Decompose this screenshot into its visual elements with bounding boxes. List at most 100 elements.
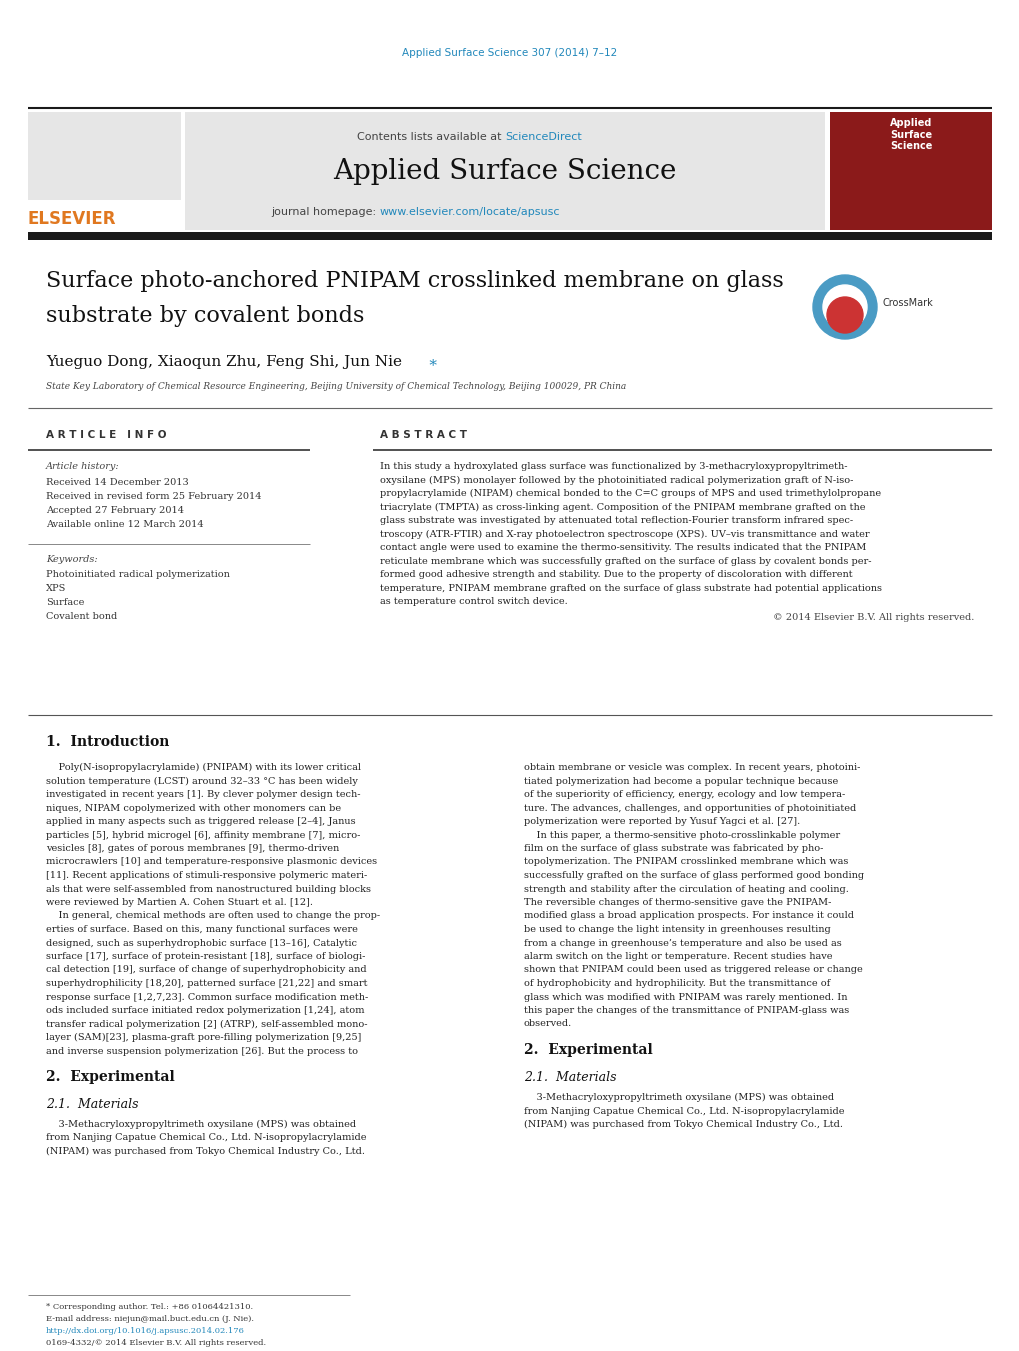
Text: 3-Methacryloxypropyltrimeth oxysilane (MPS) was obtained: 3-Methacryloxypropyltrimeth oxysilane (M… [46, 1120, 356, 1129]
Text: State Key Laboratory of Chemical Resource Engineering, Beijing University of Che: State Key Laboratory of Chemical Resourc… [46, 382, 626, 390]
Text: Article history:: Article history: [46, 462, 119, 471]
Text: troscopy (ATR-FTIR) and X-ray photoelectron spectroscope (XPS). UV–vis transmitt: troscopy (ATR-FTIR) and X-ray photoelect… [380, 530, 869, 539]
Text: www.elsevier.com/locate/apsusc: www.elsevier.com/locate/apsusc [380, 207, 560, 218]
Circle shape [812, 276, 876, 339]
Text: CrossMark: CrossMark [882, 299, 932, 308]
Text: 2.  Experimental: 2. Experimental [46, 1070, 174, 1084]
Text: investigated in recent years [1]. By clever polymer design tech-: investigated in recent years [1]. By cle… [46, 790, 360, 798]
Text: Surface: Surface [46, 598, 85, 607]
Text: microcrawlers [10] and temperature-responsive plasmonic devices: microcrawlers [10] and temperature-respo… [46, 858, 377, 866]
Text: contact angle were used to examine the thermo-sensitivity. The results indicated: contact angle were used to examine the t… [380, 543, 865, 553]
Text: reticulate membrane which was successfully grafted on the surface of glass by co: reticulate membrane which was successful… [380, 557, 870, 566]
Text: erties of surface. Based on this, many functional surfaces were: erties of surface. Based on this, many f… [46, 925, 358, 934]
Text: Keywords:: Keywords: [46, 555, 98, 563]
Text: A B S T R A C T: A B S T R A C T [380, 430, 467, 440]
Text: Applied Surface Science: Applied Surface Science [333, 158, 676, 185]
Text: from Nanjing Capatue Chemical Co., Ltd. N-isopropylacrylamide: from Nanjing Capatue Chemical Co., Ltd. … [524, 1106, 844, 1116]
Text: cal detection [19], surface of change of superhydrophobicity and: cal detection [19], surface of change of… [46, 966, 366, 974]
Text: as temperature control switch device.: as temperature control switch device. [380, 597, 568, 607]
Text: designed, such as superhydrophobic surface [13–16], Catalytic: designed, such as superhydrophobic surfa… [46, 939, 357, 947]
Text: Applied
Surface
Science: Applied Surface Science [889, 118, 931, 151]
Text: ods included surface initiated redox polymerization [1,24], atom: ods included surface initiated redox pol… [46, 1006, 364, 1015]
Text: [11]. Recent applications of stimuli-responsive polymeric materi-: [11]. Recent applications of stimuli-res… [46, 871, 367, 880]
Text: from Nanjing Capatue Chemical Co., Ltd. N-isopropylacrylamide: from Nanjing Capatue Chemical Co., Ltd. … [46, 1133, 366, 1143]
Text: surface [17], surface of protein-resistant [18], surface of biologi-: surface [17], surface of protein-resista… [46, 952, 365, 961]
Text: Surface photo-anchored PNIPAM crosslinked membrane on glass: Surface photo-anchored PNIPAM crosslinke… [46, 270, 783, 292]
Text: substrate by covalent bonds: substrate by covalent bonds [46, 305, 364, 327]
Text: In this paper, a thermo-sensitive photo-crosslinkable polymer: In this paper, a thermo-sensitive photo-… [524, 831, 840, 839]
Text: journal homepage:: journal homepage: [271, 207, 380, 218]
Text: ∗: ∗ [427, 355, 437, 369]
Text: Yueguo Dong, Xiaoqun Zhu, Feng Shi, Jun Nie: Yueguo Dong, Xiaoqun Zhu, Feng Shi, Jun … [46, 355, 401, 369]
Text: Contents lists available at: Contents lists available at [357, 132, 504, 142]
Text: of hydrophobicity and hydrophilicity. But the transmittance of: of hydrophobicity and hydrophilicity. Bu… [524, 979, 829, 988]
Text: of the superiority of efficiency, energy, ecology and low tempera-: of the superiority of efficiency, energy… [524, 790, 845, 798]
Bar [28, 112, 180, 200]
Text: formed good adhesive strength and stability. Due to the property of discoloratio: formed good adhesive strength and stabil… [380, 570, 852, 580]
Text: strength and stability after the circulation of heating and cooling.: strength and stability after the circula… [524, 885, 848, 893]
Text: Poly(N-isopropylacrylamide) (PNIPAM) with its lower critical: Poly(N-isopropylacrylamide) (PNIPAM) wit… [46, 763, 361, 773]
Text: and inverse suspension polymerization [26]. But the process to: and inverse suspension polymerization [2… [46, 1047, 358, 1055]
Text: 2.  Experimental: 2. Experimental [524, 1043, 652, 1056]
Text: Covalent bond: Covalent bond [46, 612, 117, 621]
Text: als that were self-assembled from nanostructured building blocks: als that were self-assembled from nanost… [46, 885, 371, 893]
Text: oxysilane (MPS) monolayer followed by the photoinitiated radical polymerization : oxysilane (MPS) monolayer followed by th… [380, 476, 853, 485]
Text: A R T I C L E   I N F O: A R T I C L E I N F O [46, 430, 166, 440]
Text: In this study a hydroxylated glass surface was functionalized by 3-methacryloxyp: In this study a hydroxylated glass surfa… [380, 462, 847, 471]
Text: this paper the changes of the transmittance of PNIPAM-glass was: this paper the changes of the transmitta… [524, 1006, 849, 1015]
Bar [829, 112, 991, 230]
Text: ScienceDirect: ScienceDirect [504, 132, 581, 142]
Text: applied in many aspects such as triggered release [2–4], Janus: applied in many aspects such as triggere… [46, 817, 356, 825]
Text: 1.  Introduction: 1. Introduction [46, 735, 169, 748]
Text: particles [5], hybrid microgel [6], affinity membrane [7], micro-: particles [5], hybrid microgel [6], affi… [46, 831, 360, 839]
Text: temperature, PNIPAM membrane grafted on the surface of glass substrate had poten: temperature, PNIPAM membrane grafted on … [380, 584, 881, 593]
Text: (NIPAM) was purchased from Tokyo Chemical Industry Co., Ltd.: (NIPAM) was purchased from Tokyo Chemica… [46, 1147, 365, 1156]
Text: The reversible changes of thermo-sensitive gave the PNIPAM-: The reversible changes of thermo-sensiti… [524, 898, 830, 907]
Text: from a change in greenhouse’s temperature and also be used as: from a change in greenhouse’s temperatur… [524, 939, 841, 947]
Text: Received in revised form 25 February 2014: Received in revised form 25 February 201… [46, 492, 261, 501]
Text: superhydrophilicity [18,20], patterned surface [21,22] and smart: superhydrophilicity [18,20], patterned s… [46, 979, 367, 988]
Text: Photoinitiated radical polymerization: Photoinitiated radical polymerization [46, 570, 229, 580]
Text: shown that PNIPAM could been used as triggered release or change: shown that PNIPAM could been used as tri… [524, 966, 862, 974]
Text: solution temperature (LCST) around 32–33 °C has been widely: solution temperature (LCST) around 32–33… [46, 777, 358, 786]
Text: ture. The advances, challenges, and opportunities of photoinitiated: ture. The advances, challenges, and oppo… [524, 804, 855, 812]
Text: Applied Surface Science 307 (2014) 7–12: Applied Surface Science 307 (2014) 7–12 [401, 49, 618, 58]
Text: topolymerization. The PNIPAM crosslinked membrane which was: topolymerization. The PNIPAM crosslinked… [524, 858, 848, 866]
Text: successfully grafted on the surface of glass performed good bonding: successfully grafted on the surface of g… [524, 871, 863, 880]
Text: transfer radical polymerization [2] (ATRP), self-assembled mono-: transfer radical polymerization [2] (ATR… [46, 1020, 367, 1028]
Text: XPS: XPS [46, 584, 66, 593]
Text: modified glass a broad application prospects. For instance it could: modified glass a broad application prosp… [524, 912, 853, 920]
Text: polymerization were reported by Yusuf Yagci et al. [27].: polymerization were reported by Yusuf Ya… [524, 817, 800, 825]
Text: triacrylate (TMPTA) as cross-linking agent. Composition of the PNIPAM membrane g: triacrylate (TMPTA) as cross-linking age… [380, 503, 865, 512]
Circle shape [822, 285, 866, 330]
Text: Accepted 27 February 2014: Accepted 27 February 2014 [46, 507, 183, 515]
Text: alarm switch on the light or temperature. Recent studies have: alarm switch on the light or temperature… [524, 952, 832, 961]
Text: observed.: observed. [524, 1020, 572, 1028]
Text: propylacrylamide (NIPAM) chemical bonded to the C=C groups of MPS and used trime: propylacrylamide (NIPAM) chemical bonded… [380, 489, 880, 499]
Text: * Corresponding author. Tel.: +86 01064421310.: * Corresponding author. Tel.: +86 010644… [46, 1302, 253, 1310]
Text: ELSEVIER: ELSEVIER [28, 209, 116, 228]
Text: Available online 12 March 2014: Available online 12 March 2014 [46, 520, 204, 530]
Text: (NIPAM) was purchased from Tokyo Chemical Industry Co., Ltd.: (NIPAM) was purchased from Tokyo Chemica… [524, 1120, 842, 1129]
Text: http://dx.doi.org/10.1016/j.apsusc.2014.02.176: http://dx.doi.org/10.1016/j.apsusc.2014.… [46, 1327, 245, 1335]
Text: 3-Methacryloxypropyltrimeth oxysilane (MPS) was obtained: 3-Methacryloxypropyltrimeth oxysilane (M… [524, 1093, 834, 1102]
Text: obtain membrane or vesicle was complex. In recent years, photoini-: obtain membrane or vesicle was complex. … [524, 763, 860, 771]
Text: be used to change the light intensity in greenhouses resulting: be used to change the light intensity in… [524, 925, 829, 934]
Bar [184, 112, 824, 230]
Text: tiated polymerization had become a popular technique because: tiated polymerization had become a popul… [524, 777, 838, 785]
Text: Received 14 December 2013: Received 14 December 2013 [46, 478, 189, 486]
Text: 0169-4332/© 2014 Elsevier B.V. All rights reserved.: 0169-4332/© 2014 Elsevier B.V. All right… [46, 1339, 266, 1347]
Text: 2.1.  Materials: 2.1. Materials [46, 1098, 139, 1111]
Text: vesicles [8], gates of porous membranes [9], thermo-driven: vesicles [8], gates of porous membranes … [46, 844, 339, 852]
Text: E-mail address: niejun@mail.buct.edu.cn (J. Nie).: E-mail address: niejun@mail.buct.edu.cn … [46, 1315, 254, 1323]
Circle shape [826, 297, 862, 332]
Text: were reviewed by Martien A. Cohen Stuart et al. [12].: were reviewed by Martien A. Cohen Stuart… [46, 898, 313, 907]
Text: layer (SAM)[23], plasma-graft pore-filling polymerization [9,25]: layer (SAM)[23], plasma-graft pore-filli… [46, 1034, 361, 1042]
Text: 2.1.  Materials: 2.1. Materials [524, 1071, 615, 1084]
Text: In general, chemical methods are often used to change the prop-: In general, chemical methods are often u… [46, 912, 380, 920]
Text: glass which was modified with PNIPAM was rarely mentioned. In: glass which was modified with PNIPAM was… [524, 993, 847, 1001]
Text: © 2014 Elsevier B.V. All rights reserved.: © 2014 Elsevier B.V. All rights reserved… [771, 612, 973, 621]
Text: niques, NIPAM copolymerized with other monomers can be: niques, NIPAM copolymerized with other m… [46, 804, 340, 812]
Text: glass substrate was investigated by attenuated total reflection-Fourier transfor: glass substrate was investigated by atte… [380, 516, 852, 526]
Text: film on the surface of glass substrate was fabricated by pho-: film on the surface of glass substrate w… [524, 844, 822, 852]
